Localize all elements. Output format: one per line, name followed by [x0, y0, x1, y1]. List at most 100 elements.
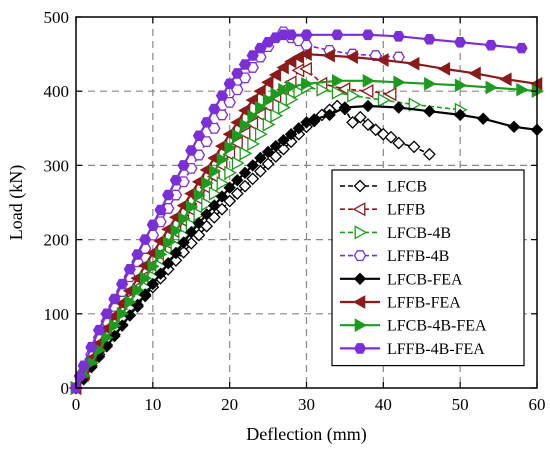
data-point [468, 66, 481, 81]
data-point [270, 108, 284, 123]
data-point [277, 29, 290, 41]
legend-item: LFFB [340, 202, 425, 219]
data-point [200, 117, 213, 128]
data-point [484, 39, 497, 51]
data-point [231, 84, 244, 96]
data-point [338, 101, 352, 114]
ticks: 0 10 20 30 40 50 60 0 100 200 300 400 500 [44, 8, 546, 414]
data-point [261, 75, 274, 90]
legend-label: LFCB-4B [387, 225, 451, 242]
data-point [268, 68, 282, 82]
data-point [254, 127, 268, 142]
y-tick-label: 200 [44, 231, 70, 250]
data-point [437, 62, 451, 76]
data-point [392, 136, 406, 150]
data-point [246, 172, 260, 186]
data-point [284, 54, 297, 69]
data-point [223, 78, 236, 89]
data-point [185, 145, 198, 156]
x-tick-label: 0 [72, 395, 81, 414]
data-point [245, 93, 258, 107]
data-point [177, 160, 190, 171]
data-point [362, 73, 376, 88]
data-point [269, 139, 283, 153]
data-point [277, 133, 290, 147]
data-point [323, 108, 336, 122]
data-point [361, 118, 375, 132]
data-point [347, 88, 360, 103]
data-point [215, 190, 229, 203]
legend-label: LFFB-4B-FEA [387, 341, 485, 358]
data-point [424, 76, 437, 91]
data-point [185, 200, 199, 214]
legend-swatch-marker [352, 295, 366, 309]
legend-swatch-marker [353, 250, 367, 262]
legend-swatch-marker [353, 343, 367, 354]
data-point [123, 264, 136, 275]
data-point [216, 152, 230, 167]
data-point [138, 288, 152, 301]
data-point [223, 181, 236, 194]
data-point [331, 73, 345, 88]
data-point [147, 259, 160, 274]
data-point [246, 159, 259, 172]
data-point [230, 187, 244, 201]
x-tick-label: 50 [452, 395, 469, 414]
data-point [177, 236, 190, 249]
data-point [285, 92, 299, 107]
data-point [223, 194, 237, 208]
data-point [124, 295, 137, 309]
data-point [384, 130, 398, 144]
data-point [361, 99, 375, 113]
data-point [299, 47, 312, 61]
data-point [422, 147, 436, 161]
data-point [139, 271, 153, 286]
data-point [231, 173, 244, 187]
data-point [262, 93, 276, 107]
data-point [115, 319, 129, 332]
data-point [392, 101, 405, 114]
data-point [108, 293, 121, 305]
y-tick-label: 300 [44, 156, 70, 175]
data-point [276, 60, 289, 75]
y-axis-label: Load (kN) [6, 165, 27, 240]
legend-label: LFCB-4B-FEA [387, 318, 487, 335]
data-point [238, 179, 252, 193]
data-point [170, 223, 183, 238]
data-point [229, 136, 243, 151]
data-point [516, 82, 529, 97]
legend-item: LFFB-FEA [340, 295, 461, 312]
data-point [208, 122, 221, 134]
data-point [369, 123, 383, 137]
legend-item: LFFB-4B [340, 248, 449, 265]
data-point [161, 257, 175, 270]
data-point [116, 278, 129, 290]
y-tick-label: 400 [44, 82, 70, 101]
data-point [285, 29, 298, 41]
data-point [154, 267, 167, 280]
data-point [307, 113, 321, 126]
data-point [499, 72, 512, 87]
data-point [393, 75, 406, 90]
data-point [231, 68, 244, 79]
legend-label: LFFB [387, 202, 425, 219]
data-point [238, 59, 252, 70]
data-point [200, 208, 213, 221]
data-point [239, 118, 253, 133]
legend: LFCB LFFB LFCB-4B LFFB-4B LFCB-FEA LFFB-FEA LF… [331, 169, 525, 367]
data-point [247, 109, 260, 124]
legend-swatch-marker [354, 225, 368, 240]
data-point [454, 78, 468, 93]
data-point [247, 136, 261, 152]
data-point [407, 140, 421, 154]
data-point [408, 97, 422, 112]
data-point [177, 245, 191, 259]
data-point [392, 31, 405, 42]
data-point [423, 104, 436, 118]
data-point [246, 50, 259, 61]
data-point [193, 207, 207, 222]
data-point [193, 188, 206, 202]
data-point [337, 81, 351, 97]
legend-label: LFCB [387, 179, 427, 196]
